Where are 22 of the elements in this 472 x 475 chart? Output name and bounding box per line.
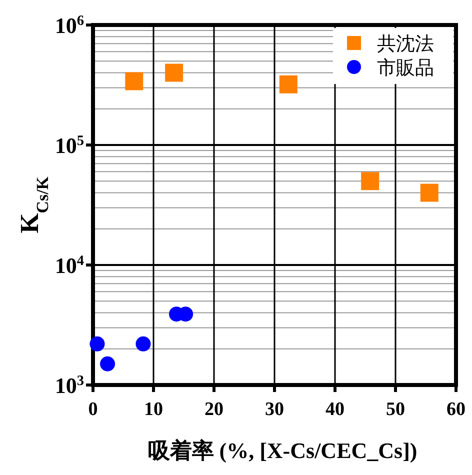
y-tick-label: 10$^{4}$	[54, 253, 84, 278]
x-tick-label: 0	[88, 399, 98, 420]
point	[125, 72, 144, 90]
x-tick-label: 30	[265, 399, 284, 420]
point	[361, 172, 380, 190]
point	[100, 356, 116, 372]
y-tick-label: 10$^{5}$	[54, 133, 84, 158]
point	[136, 336, 151, 352]
legend-label: 共沈法	[377, 34, 434, 55]
point	[279, 75, 298, 94]
y-tick-label: 10$^{3}$	[54, 373, 84, 398]
point	[90, 336, 105, 352]
x-tick-label: 10	[144, 399, 163, 420]
x-tick-label: 40	[326, 399, 344, 420]
x-tick-label: 60	[446, 399, 466, 420]
x-tick-label: 20	[204, 399, 224, 420]
x-tick-label: 50	[386, 399, 405, 420]
legend-label: 市販品	[377, 57, 434, 79]
x-axis-title: 吸着率 (%, [X-Cs/CEC_Cs])	[148, 438, 418, 463]
y-tick-label: 10$^{6}$	[54, 13, 84, 38]
point	[165, 64, 184, 82]
point	[420, 184, 438, 202]
